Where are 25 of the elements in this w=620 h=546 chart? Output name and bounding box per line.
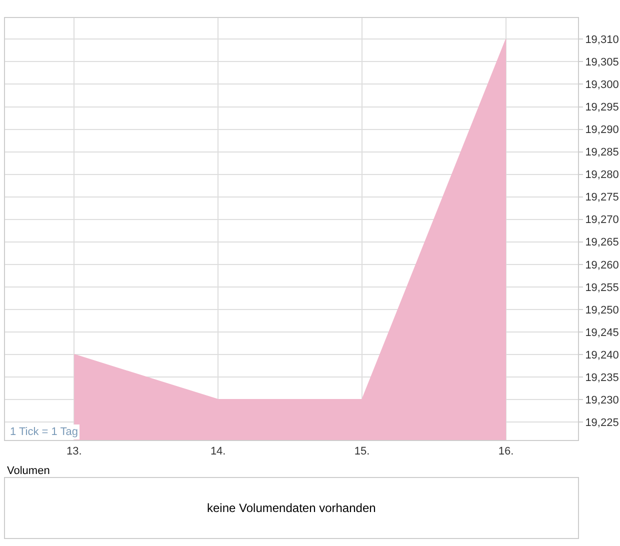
x-tick-label: 14. — [210, 445, 226, 458]
y-tick-label: 19,225 — [585, 416, 619, 429]
y-tick-label: 19,245 — [585, 326, 619, 339]
y-tick-label: 19,280 — [585, 169, 619, 182]
x-tick-label: 13. — [66, 445, 82, 458]
y-tick-label: 19,285 — [585, 146, 619, 159]
y-tick-label: 19,275 — [585, 192, 619, 204]
y-tick-label: 19,290 — [585, 124, 619, 136]
y-tick-label: 19,240 — [585, 349, 619, 362]
x-tick-label: 16. — [498, 445, 514, 458]
text: keine Volumendaten vorhanden — [207, 501, 376, 515]
x-tick-label: 15. — [354, 445, 370, 458]
annotation: 1 Tick = 1 Tag — [10, 426, 78, 438]
y-tick-label: 19,295 — [585, 102, 619, 114]
y-tick-label: 19,235 — [585, 372, 619, 384]
y-tick-label: 19,305 — [585, 56, 619, 69]
text: Volumen — [7, 465, 50, 477]
y-tick-label: 19,260 — [585, 259, 619, 272]
y-tick-label: 19,250 — [585, 304, 619, 316]
y-tick-label: 19,310 — [585, 34, 619, 46]
y-tick-label: 19,300 — [585, 79, 619, 92]
y-tick-label: 19,270 — [585, 214, 619, 226]
y-tick-label: 19,230 — [585, 394, 619, 406]
y-tick-label: 19,265 — [585, 236, 619, 249]
y-tick-label: 19,255 — [585, 282, 619, 294]
